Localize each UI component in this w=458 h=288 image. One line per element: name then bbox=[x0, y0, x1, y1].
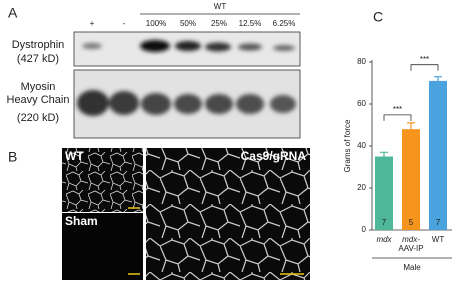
row-name: Myosin Heavy Chain bbox=[7, 81, 70, 106]
panel-label: B bbox=[8, 149, 17, 165]
bar bbox=[375, 156, 393, 230]
panel-label: C bbox=[373, 9, 383, 25]
group-label: Male bbox=[403, 263, 421, 272]
y-tick-label: 20 bbox=[357, 183, 366, 192]
row-name: Dystrophin bbox=[12, 39, 65, 51]
lane-label: 100% bbox=[146, 19, 166, 28]
lane-label: 50% bbox=[180, 19, 196, 28]
x-tick-label: WT bbox=[432, 235, 445, 244]
image-label: Sham bbox=[65, 214, 98, 228]
x-tick-label: mdx bbox=[376, 235, 392, 244]
y-axis-label: Grams of force bbox=[343, 119, 352, 172]
sample-size: 7 bbox=[436, 218, 441, 227]
group-label: WT bbox=[214, 2, 227, 11]
lane-label: - bbox=[123, 19, 126, 28]
y-tick-label: 40 bbox=[357, 141, 366, 150]
sample-size: 7 bbox=[382, 218, 387, 227]
image-cas9 bbox=[146, 148, 310, 280]
lane-label: + bbox=[90, 19, 95, 28]
significance-label: *** bbox=[420, 55, 429, 64]
row-size: (427 kD) bbox=[17, 53, 59, 65]
image-sham bbox=[62, 213, 143, 280]
bar bbox=[402, 129, 420, 230]
significance-label: *** bbox=[393, 105, 402, 114]
error-bar bbox=[380, 151, 388, 157]
image-wt bbox=[62, 148, 143, 212]
lane-label: 25% bbox=[211, 19, 227, 28]
significance-bracket bbox=[410, 64, 439, 71]
x-tick-label: mdx-AAV-IP bbox=[398, 235, 423, 253]
error-bar bbox=[434, 76, 442, 81]
lane-label: 12.5% bbox=[239, 19, 262, 28]
significance-bracket bbox=[383, 114, 412, 121]
sample-size: 5 bbox=[409, 218, 414, 227]
panel-label: A bbox=[8, 5, 18, 21]
y-tick-label: 80 bbox=[357, 57, 366, 66]
lane-label: 6.25% bbox=[273, 19, 296, 28]
y-tick-label: 0 bbox=[362, 225, 367, 234]
y-tick-label: 60 bbox=[357, 99, 366, 108]
error-bar bbox=[407, 122, 415, 130]
row-size: (220 kD) bbox=[17, 112, 59, 124]
bands bbox=[77, 40, 296, 116]
image-label: WT bbox=[65, 149, 84, 163]
bar bbox=[429, 80, 447, 231]
image-label: Cas9/gRNA bbox=[241, 149, 307, 163]
